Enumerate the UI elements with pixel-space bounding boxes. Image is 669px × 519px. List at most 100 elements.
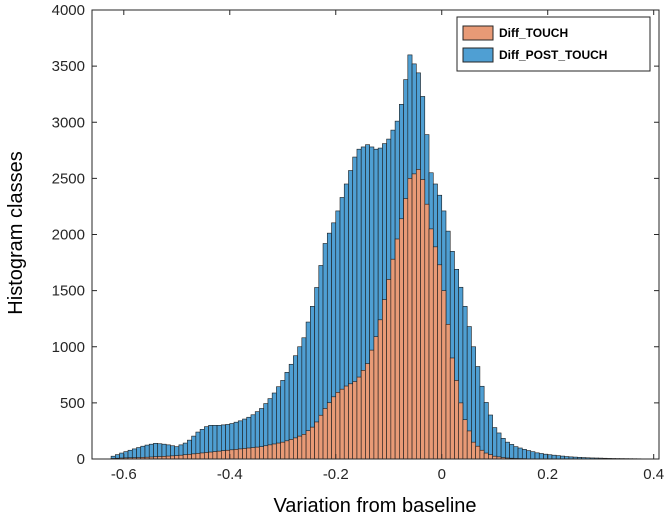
x-tick-label: -0.2 xyxy=(323,466,349,483)
bar-diff-touch xyxy=(471,441,476,460)
bar-diff-touch xyxy=(488,454,493,460)
bar-diff-touch xyxy=(288,439,294,460)
bar-diff-touch xyxy=(191,453,197,460)
y-tick-label: 2000 xyxy=(52,227,85,244)
bar-diff-post-touch xyxy=(496,432,502,460)
y-tick-label: 3000 xyxy=(52,114,85,131)
bar-diff-touch xyxy=(335,392,341,460)
y-tick-label: 3500 xyxy=(52,58,85,75)
bar-diff-touch xyxy=(382,299,387,460)
bar-diff-post-touch xyxy=(479,385,485,460)
bar-diff-touch xyxy=(407,178,413,460)
bar-diff-touch xyxy=(233,449,239,460)
bar-diff-touch xyxy=(246,447,252,460)
bar-diff-touch xyxy=(462,419,468,460)
y-tick-label: 0 xyxy=(77,451,85,468)
x-tick-label: -0.6 xyxy=(111,466,137,483)
bar-diff-post-touch xyxy=(534,452,540,460)
bar-diff-touch xyxy=(297,435,303,460)
bar-diff-touch xyxy=(259,446,264,460)
y-tick-label: 1500 xyxy=(52,283,85,300)
bar-diff-post-touch xyxy=(475,366,481,460)
legend-swatch-diff-touch xyxy=(462,25,494,41)
bar-diff-touch xyxy=(195,453,201,460)
x-tick-label: -0.4 xyxy=(217,466,243,483)
bar-diff-post-touch xyxy=(547,454,553,460)
legend-label-diff-touch: Diff_TOUCH xyxy=(499,26,568,40)
bar-diff-touch xyxy=(352,381,358,460)
bar-diff-touch xyxy=(208,451,214,460)
bar-diff-touch xyxy=(386,279,392,460)
bar-diff-touch xyxy=(441,290,447,460)
bar-diff-touch xyxy=(365,363,370,460)
bar-diff-touch xyxy=(360,370,366,460)
bar-diff-touch xyxy=(178,454,184,460)
y-tick-label: 1000 xyxy=(52,339,85,356)
bar-diff-touch xyxy=(411,173,417,460)
y-axis-title: Histogram classes xyxy=(5,151,27,314)
bar-diff-touch xyxy=(449,357,455,460)
bar-diff-touch xyxy=(237,448,243,460)
bar-diff-post-touch xyxy=(551,454,557,460)
x-tick-label: 0.4 xyxy=(643,466,664,483)
bar-diff-touch xyxy=(424,203,430,460)
bar-diff-touch xyxy=(475,445,481,460)
bar-diff-touch xyxy=(204,452,209,460)
x-tick-label: 0 xyxy=(438,466,446,483)
bar-diff-touch xyxy=(437,264,443,460)
bar-diff-touch xyxy=(314,421,320,460)
bar-diff-post-touch xyxy=(483,402,489,460)
legend-swatch-diff-post-touch xyxy=(462,47,494,63)
bar-diff-touch xyxy=(229,449,235,460)
bar-diff-post-touch xyxy=(500,438,506,460)
bar-diff-touch xyxy=(390,258,396,460)
bar-diff-post-touch xyxy=(492,427,498,460)
bar-diff-touch xyxy=(428,228,434,460)
bar-diff-touch xyxy=(369,349,375,460)
bar-diff-touch xyxy=(445,323,451,460)
bar-diff-touch xyxy=(377,319,383,460)
bar-diff-touch xyxy=(199,452,205,460)
bar-diff-touch xyxy=(293,437,298,460)
bar-diff-touch xyxy=(301,433,307,460)
bar-diff-touch xyxy=(420,179,426,460)
bar-diff-post-touch xyxy=(526,450,532,460)
bar-diff-touch xyxy=(454,380,459,460)
bar-diff-touch xyxy=(326,402,332,460)
bar-diff-touch xyxy=(267,444,273,460)
bar-diff-post-touch xyxy=(505,441,510,460)
bar-diff-touch xyxy=(479,449,485,460)
bar-diff-post-touch xyxy=(513,446,519,460)
bar-diff-touch xyxy=(458,402,464,460)
bar-diff-post-touch xyxy=(488,414,493,460)
series-diff-touch-bars xyxy=(110,169,527,460)
bar-diff-touch xyxy=(466,430,472,460)
bar-diff-touch xyxy=(276,442,281,460)
bar-diff-touch xyxy=(339,388,345,460)
bar-diff-touch xyxy=(322,408,328,460)
bar-diff-touch xyxy=(263,445,269,460)
legend-label-diff-post-touch: Diff_POST_TOUCH xyxy=(499,48,607,62)
bar-diff-post-touch xyxy=(538,453,544,460)
bar-diff-touch xyxy=(187,453,192,460)
y-tick-label: 2500 xyxy=(52,170,85,187)
x-tick-label: 0.2 xyxy=(537,466,558,483)
bar-diff-touch xyxy=(250,447,256,460)
bar-diff-touch xyxy=(242,448,248,460)
bar-diff-touch xyxy=(225,449,231,460)
x-axis-title: Variation from baseline xyxy=(273,495,476,517)
bar-diff-touch xyxy=(174,455,180,460)
bar-diff-post-touch xyxy=(521,449,527,460)
bar-diff-touch xyxy=(310,426,315,460)
bar-diff-post-touch xyxy=(530,451,536,460)
bar-diff-touch xyxy=(271,443,277,460)
bar-diff-touch xyxy=(318,414,324,460)
bar-diff-post-touch xyxy=(517,447,523,460)
bar-diff-touch xyxy=(348,383,354,460)
bar-diff-touch xyxy=(305,430,311,460)
bar-diff-touch xyxy=(373,336,379,460)
bar-diff-touch xyxy=(216,450,222,460)
bar-diff-post-touch xyxy=(543,453,549,460)
legend: Diff_TOUCH Diff_POST_TOUCH xyxy=(456,16,651,72)
